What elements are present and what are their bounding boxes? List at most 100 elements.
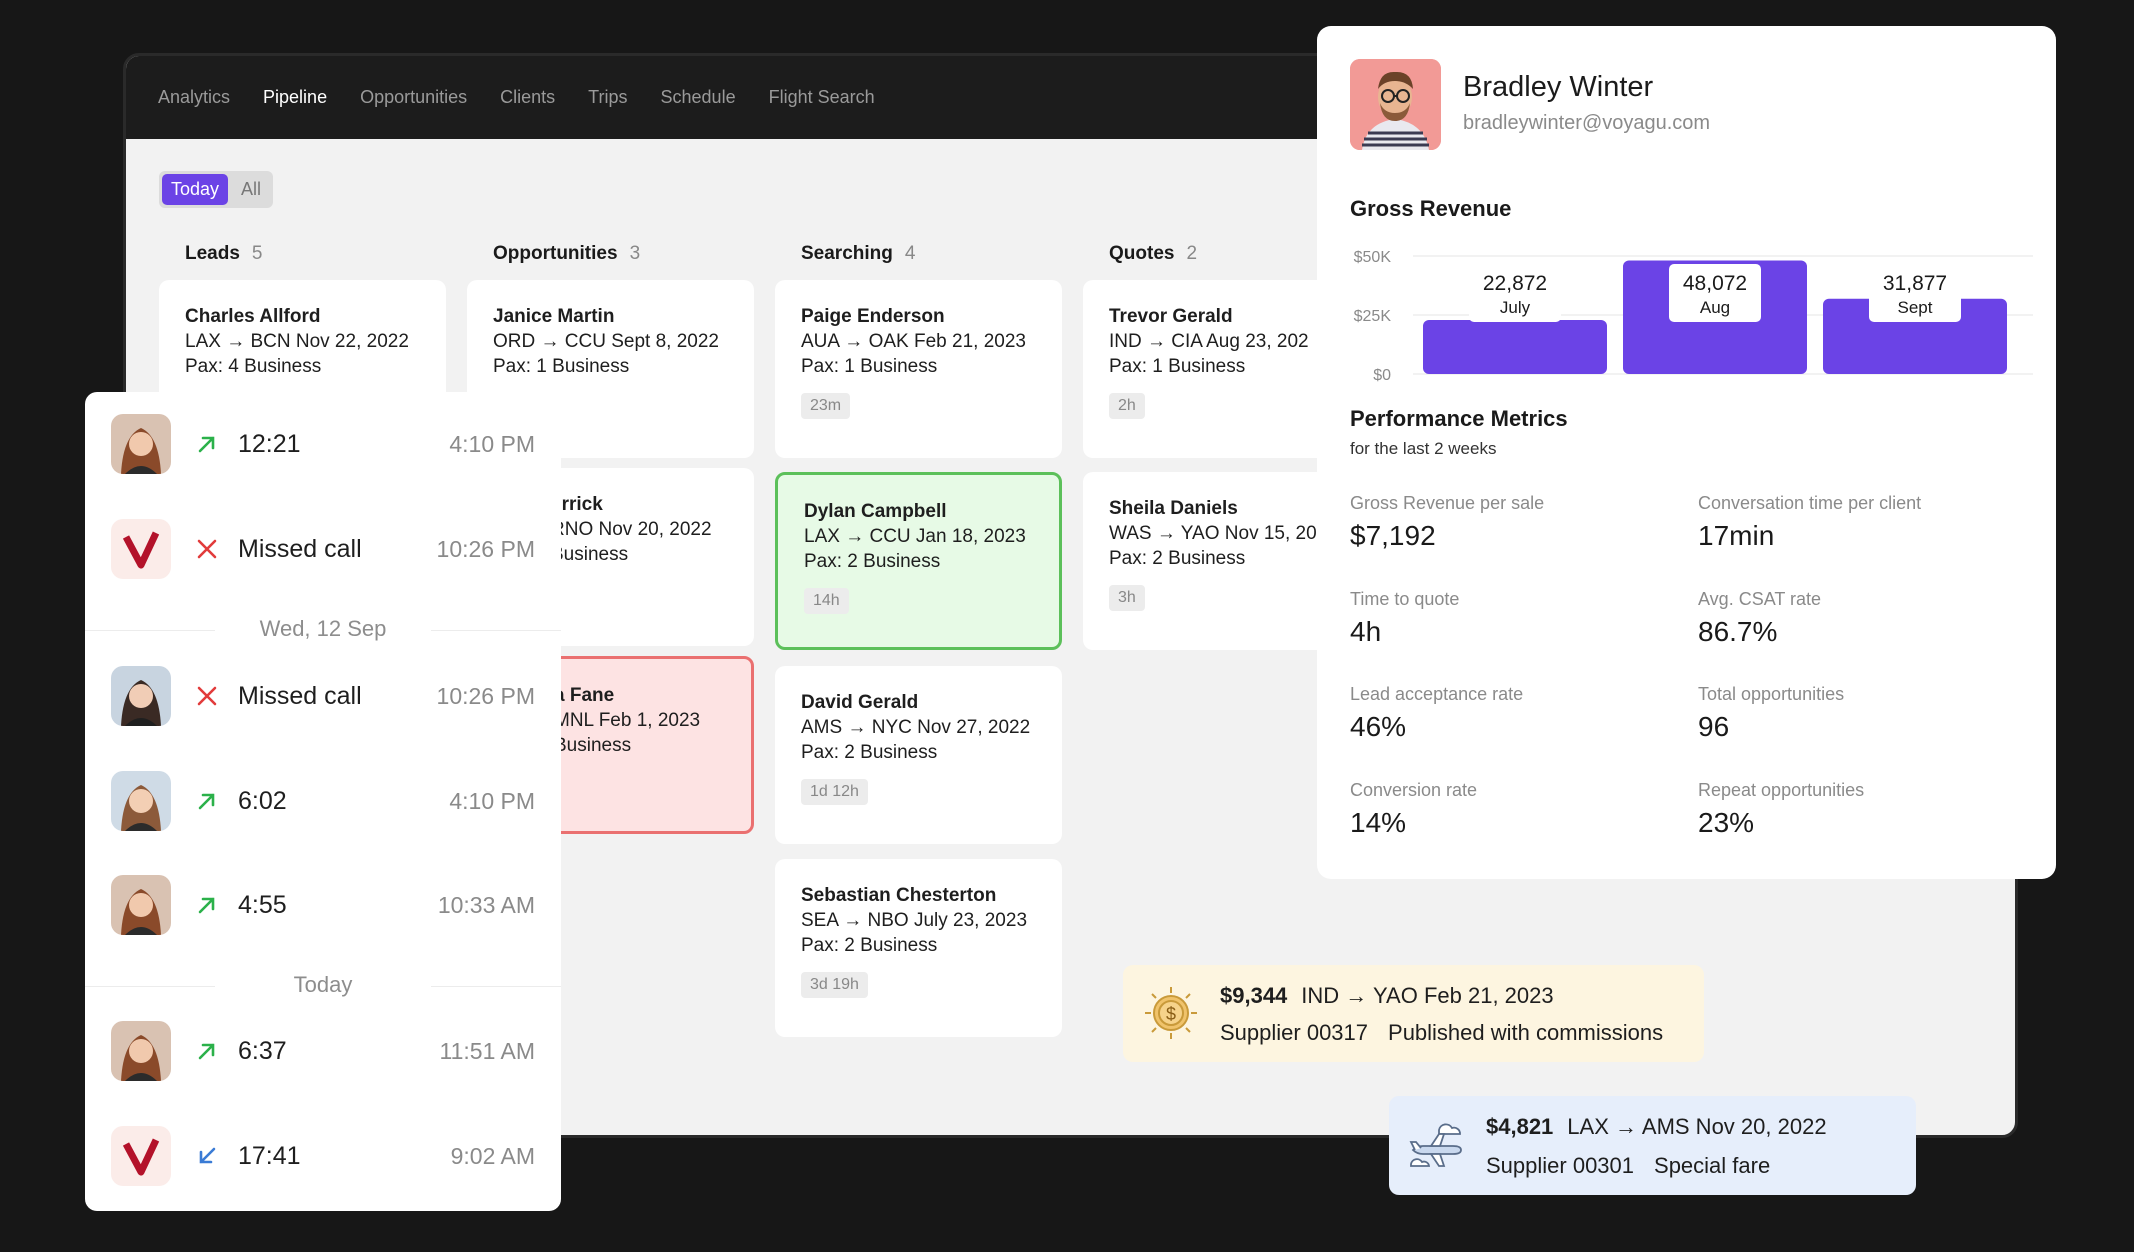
client-name: a Fane <box>554 685 615 706</box>
elapsed-badge: 3d 19h <box>801 972 868 998</box>
trip-pax: Pax: 1 Business <box>801 356 938 377</box>
column-count: 5 <box>251 243 263 264</box>
woman-avatar <box>111 771 171 831</box>
client-name: errick <box>551 494 603 515</box>
column-count: 4 <box>904 243 916 264</box>
trip-route: ORD → CCU Sept 8, 2022 <box>493 331 719 352</box>
nav-analytics[interactable]: Analytics <box>158 87 231 107</box>
metric-value: 14% <box>1350 807 1407 838</box>
metric-label: Repeat opportunities <box>1698 780 1865 800</box>
call-row[interactable]: 17:41 9:02 AM <box>85 1116 561 1196</box>
metric-value: 86.7% <box>1698 616 1778 647</box>
call-status: Missed call <box>238 534 362 563</box>
bar-category-label: July <box>1500 298 1531 317</box>
column-title: Leads <box>185 243 240 264</box>
nav-clients[interactable]: Clients <box>500 87 556 107</box>
revenue-bar <box>1423 320 1607 374</box>
metric-label: Conversation time per client <box>1698 493 1922 513</box>
trip-route: MNL Feb 1, 2023 <box>554 710 701 731</box>
day-separator: Wed, 12 Sep <box>85 616 561 642</box>
filter-all-button[interactable]: All <box>241 179 262 199</box>
trip-pax: Pax: 1 Business <box>493 356 630 377</box>
call-log-panel: 12:21 4:10 PM Missed call 10:26 PM Wed, … <box>85 392 561 1211</box>
trip-pax: Pax: 2 Business <box>801 742 938 763</box>
call-row[interactable]: Missed call 10:26 PM <box>85 656 561 736</box>
trip-route: SEA → NBO July 23, 2023 <box>801 910 1028 931</box>
metric-label: Total opportunities <box>1698 684 1845 704</box>
call-time: 10:26 PM <box>436 682 535 709</box>
nav-flight-search[interactable]: Flight Search <box>768 87 875 107</box>
call-row[interactable]: 12:21 4:10 PM <box>85 404 561 484</box>
special-fare-toast[interactable]: $4,821 LAX → AMS Nov 20, 2022 Supplier 00… <box>1389 1096 1916 1195</box>
toast-amount: $9,344 <box>1220 983 1288 1008</box>
nav-opportunities[interactable]: Opportunities <box>360 87 468 107</box>
metric-value: 17min <box>1698 520 1775 551</box>
bar-value-label: 22,872 <box>1483 272 1547 295</box>
metric-lead-acceptance: Lead acceptance rate 46% <box>1350 684 1670 743</box>
bar-category-label: Aug <box>1700 298 1730 317</box>
trip-route: AMS → NYC Nov 27, 2022 <box>801 717 1031 738</box>
filter-today-button[interactable]: Today <box>162 174 229 205</box>
metric-value: 46% <box>1350 711 1407 742</box>
agent-avatar <box>1350 59 1441 150</box>
call-duration: 6:37 <box>238 1036 287 1065</box>
call-row[interactable]: 6:02 4:10 PM <box>85 761 561 841</box>
metric-value: $7,192 <box>1350 520 1436 551</box>
nav-trips[interactable]: Trips <box>588 87 628 107</box>
trip-route: IND → CIA Aug 23, 202 <box>1109 331 1309 352</box>
outgoing-call-icon <box>198 436 215 453</box>
call-duration: 4:55 <box>238 890 287 919</box>
call-time: 4:10 PM <box>449 787 535 814</box>
elapsed-badge: 3h <box>1109 585 1145 611</box>
woman-avatar <box>111 1021 171 1081</box>
call-time: 11:51 AM <box>439 1037 535 1064</box>
bar-value-box <box>1869 264 1961 322</box>
column-header-searching: Searching 4 <box>801 243 915 265</box>
metric-conversation-time: Conversation time per client 17min <box>1698 493 2018 552</box>
commission-toast[interactable]: $ $9,344 IND → YAO Feb 21, 2023 Supplier … <box>1123 965 1704 1062</box>
metric-value: 96 <box>1698 711 1730 742</box>
company-logo-icon <box>111 519 171 579</box>
trip-pax: Pax: 1 Business <box>1109 356 1246 377</box>
nav-pipeline[interactable]: Pipeline <box>263 87 328 107</box>
metric-total-opportunities: Total opportunities 96 <box>1698 684 2018 743</box>
client-name: Sheila Daniels <box>1109 498 1238 519</box>
y-tick-label: $25K <box>1354 308 1392 325</box>
trip-route: RNO Nov 20, 2022 <box>551 519 712 540</box>
day-separator: Today <box>85 972 561 998</box>
outgoing-call-icon <box>198 897 215 914</box>
y-tick-label: $50K <box>1354 249 1392 266</box>
woman-avatar <box>111 875 171 935</box>
elapsed-badge: 1d 12h <box>801 779 868 805</box>
woman-avatar <box>111 414 171 474</box>
searching-card-selected[interactable]: Dylan Campbell LAX → CCU Jan 18, 2023 Pa… <box>775 472 1062 650</box>
trip-route: WAS → YAO Nov 15, 20 <box>1109 523 1317 544</box>
client-name: Paige Enderson <box>801 306 945 327</box>
call-row[interactable]: 4:55 10:33 AM <box>85 865 561 945</box>
woman-avatar <box>111 666 171 726</box>
call-duration: 12:21 <box>238 429 301 458</box>
call-status: Missed call <box>238 681 362 710</box>
column-count: 3 <box>629 243 641 264</box>
incoming-call-icon <box>199 1147 216 1164</box>
elapsed-badge: 14h <box>804 588 849 614</box>
metric-repeat-opportunities: Repeat opportunities 23% <box>1698 780 2018 839</box>
nav-schedule[interactable]: Schedule <box>660 87 736 107</box>
trip-pax: Pax: 2 Business <box>1109 548 1246 569</box>
call-duration: 17:41 <box>238 1141 301 1170</box>
searching-card[interactable]: Paige Enderson AUA → OAK Feb 21, 2023 Pa… <box>775 280 1062 458</box>
call-row[interactable]: 6:37 11:51 AM <box>85 1011 561 1091</box>
metric-conversion-rate: Conversion rate 14% <box>1350 780 1670 839</box>
searching-card[interactable]: Sebastian Chesterton SEA → NBO July 23, … <box>775 859 1062 1037</box>
call-row[interactable]: Missed call 10:26 PM <box>85 509 561 589</box>
trip-pax: Pax: 2 Business <box>804 551 941 572</box>
agent-email[interactable]: bradleywinter@voyagu.com <box>1463 112 1711 134</box>
trip-pax: Business <box>551 544 629 565</box>
call-duration: 6:02 <box>238 786 287 815</box>
column-title: Searching <box>801 243 893 264</box>
coin-icon: $ <box>1145 987 1197 1039</box>
column-count: 2 <box>1186 243 1198 264</box>
searching-card[interactable]: David Gerald AMS → NYC Nov 27, 2022 Pax:… <box>775 666 1062 844</box>
trip-pax: Business <box>554 735 632 756</box>
elapsed-badge: 2h <box>1109 393 1145 419</box>
